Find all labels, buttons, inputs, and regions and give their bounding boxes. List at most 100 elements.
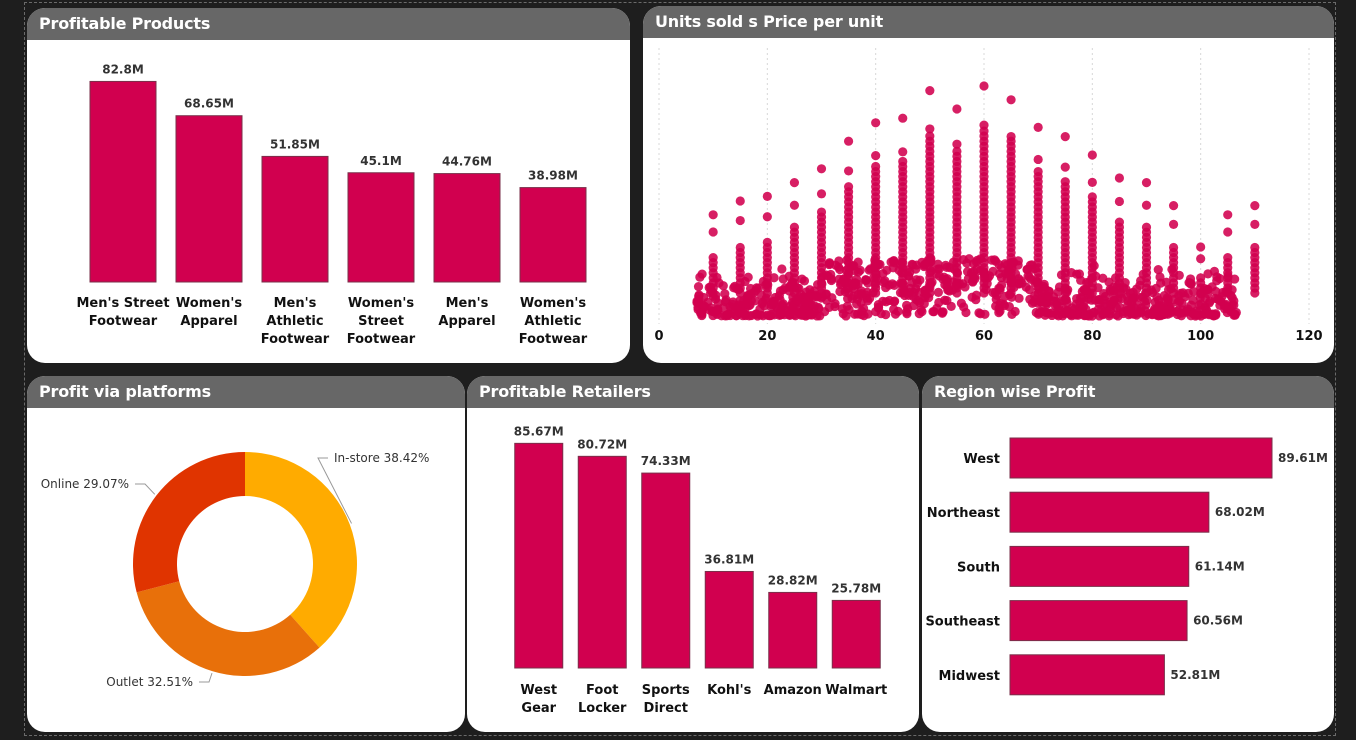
scatter-point bbox=[1154, 295, 1164, 305]
scatter-point bbox=[1196, 273, 1206, 283]
scatter-point bbox=[718, 281, 728, 291]
scatter-point bbox=[1087, 177, 1097, 187]
scatter-point bbox=[1109, 296, 1119, 306]
region-profit-chart: West 89.61M Northeast 68.02M South 61.14M Sout… bbox=[925, 437, 1328, 696]
scatter-point bbox=[743, 290, 753, 301]
scatter-point bbox=[1044, 286, 1054, 296]
scatter-point bbox=[1060, 162, 1070, 172]
category-label: Direct bbox=[644, 701, 688, 716]
scatter-point bbox=[1141, 222, 1152, 232]
profitable-products-card[interactable]: Profitable Products 82.8M Men's Street Foo… bbox=[27, 8, 630, 363]
category-label: Northeast bbox=[927, 506, 1000, 521]
scatter-point bbox=[1177, 305, 1187, 315]
region-profit-card[interactable]: Region wise Profit West 89.61M Northeast 68… bbox=[922, 376, 1334, 732]
category-label: Athletic bbox=[524, 314, 581, 329]
scatter-point bbox=[852, 274, 862, 284]
bar bbox=[433, 173, 501, 283]
data-label: 68.65M bbox=[184, 97, 234, 111]
scatter-point bbox=[857, 290, 867, 300]
bar bbox=[1009, 654, 1165, 696]
scatter-point bbox=[1105, 309, 1115, 319]
data-label: 74.33M bbox=[641, 454, 691, 468]
scatter-point bbox=[1072, 293, 1082, 304]
scatter-point bbox=[1033, 166, 1043, 177]
slice-label: Online 29.07% bbox=[41, 477, 129, 491]
bar bbox=[519, 187, 587, 283]
scatter-point bbox=[1162, 293, 1172, 303]
scatter-point bbox=[857, 306, 867, 316]
dashboard-frame bbox=[24, 2, 1336, 736]
scatter-point bbox=[942, 296, 952, 306]
scatter-point bbox=[1040, 307, 1050, 317]
scatter-point bbox=[878, 296, 888, 306]
scatter-point bbox=[1211, 286, 1221, 297]
scatter-point bbox=[801, 297, 812, 307]
category-label: West bbox=[963, 452, 1000, 467]
profitable-retailers-chart: 85.67M West Gear 80.72M Foot Locker 74.33M Spor… bbox=[514, 424, 887, 716]
scatter-point bbox=[826, 274, 836, 284]
scatter-point bbox=[1033, 154, 1043, 165]
scatter-point bbox=[1184, 278, 1194, 288]
scatter-point bbox=[797, 274, 807, 284]
scatter-point bbox=[881, 310, 891, 320]
scatter-point bbox=[871, 307, 881, 317]
donut-slice bbox=[136, 581, 320, 676]
scatter-point bbox=[1223, 252, 1233, 263]
donut-slice bbox=[133, 452, 245, 593]
profitable-products-chart: 82.8M Men's Street Footwear 68.65M Women's Ap… bbox=[76, 62, 587, 347]
scatter-point bbox=[735, 242, 745, 253]
scatter-point bbox=[1115, 302, 1125, 312]
scatter-point bbox=[1250, 201, 1260, 211]
scatter-point bbox=[844, 304, 854, 315]
scatter-point bbox=[824, 302, 834, 313]
scatter-point bbox=[934, 271, 944, 281]
scatter-point bbox=[916, 305, 926, 315]
category-label: Gear bbox=[521, 701, 556, 716]
scatter-point bbox=[755, 304, 765, 314]
profit-platforms-title: Profit via platforms bbox=[27, 376, 465, 408]
category-label: Apparel bbox=[438, 314, 495, 329]
scatter-point bbox=[1153, 265, 1163, 275]
scatter-point bbox=[995, 285, 1005, 295]
scatter-point bbox=[720, 289, 730, 299]
scatter-point bbox=[1129, 309, 1139, 319]
scatter-point bbox=[1063, 307, 1073, 318]
x-tick-label: 80 bbox=[1083, 329, 1101, 344]
scatter-point bbox=[1123, 296, 1133, 306]
scatter-point bbox=[816, 207, 827, 217]
bar bbox=[175, 115, 243, 283]
category-label: Foot bbox=[586, 683, 618, 698]
category-label: Walmart bbox=[825, 683, 887, 698]
scatter-point bbox=[945, 262, 955, 273]
scatter-point bbox=[1208, 309, 1218, 319]
scatter-point bbox=[890, 296, 900, 306]
scatter-point bbox=[1027, 298, 1037, 308]
profit-platforms-card[interactable]: Profit via platforms In-store 38.42% Outl… bbox=[27, 376, 465, 732]
scatter-point bbox=[1229, 296, 1239, 306]
profitable-products-title: Profitable Products bbox=[27, 8, 630, 40]
bar bbox=[1009, 545, 1190, 587]
data-label: 28.82M bbox=[768, 573, 818, 587]
scatter-point bbox=[1033, 122, 1043, 132]
scatter-point bbox=[708, 210, 718, 220]
scatter-point bbox=[1060, 177, 1070, 187]
slice-label: In-store 38.42% bbox=[334, 451, 429, 465]
profitable-retailers-card[interactable]: Profitable Retailers 85.67M West Gear 80.72… bbox=[467, 376, 919, 732]
data-label: 68.02M bbox=[1215, 505, 1265, 519]
leader-line bbox=[135, 483, 156, 495]
scatter-point bbox=[700, 301, 710, 311]
scatter-point bbox=[762, 212, 772, 222]
scatter-point bbox=[697, 269, 707, 279]
scatter-point bbox=[925, 86, 935, 96]
units-vs-price-card[interactable]: Units sold s Price per unit 0 20 40 60 80 100… bbox=[643, 6, 1334, 363]
units-vs-price-chart: 0 20 40 60 80 100 120 bbox=[654, 48, 1323, 344]
scatter-point bbox=[1223, 227, 1233, 237]
scatter-point bbox=[789, 200, 800, 210]
scatter-point bbox=[1176, 288, 1186, 298]
scatter-point bbox=[1060, 132, 1070, 142]
scatter-point bbox=[1196, 242, 1206, 252]
scatter-point bbox=[952, 146, 962, 156]
scatter-point bbox=[1168, 219, 1179, 229]
scatter-point bbox=[995, 298, 1005, 309]
scatter-point bbox=[1006, 131, 1016, 142]
